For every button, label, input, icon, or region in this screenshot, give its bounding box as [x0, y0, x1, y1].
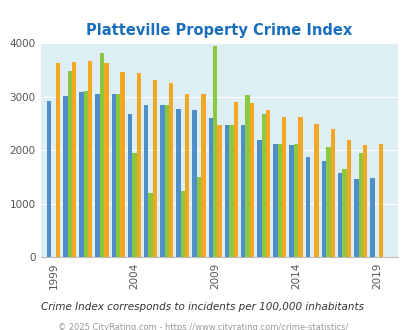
Bar [152, 81, 157, 257]
Bar [144, 105, 148, 257]
Bar [148, 193, 152, 257]
Bar [83, 91, 88, 257]
Bar [337, 173, 341, 257]
Bar [261, 114, 265, 257]
Text: Crime Index corresponds to incidents per 100,000 inhabitants: Crime Index corresponds to incidents per… [41, 302, 364, 312]
Bar [378, 144, 382, 257]
Bar [136, 73, 141, 257]
Bar [168, 83, 173, 257]
Bar [213, 46, 217, 257]
Bar [47, 101, 51, 257]
Bar [128, 114, 132, 257]
Text: © 2025 CityRating.com - https://www.cityrating.com/crime-statistics/: © 2025 CityRating.com - https://www.city… [58, 323, 347, 330]
Bar [233, 102, 237, 257]
Bar [196, 177, 201, 257]
Bar [245, 95, 249, 257]
Bar [185, 94, 189, 257]
Bar [160, 105, 164, 257]
Bar [321, 161, 325, 257]
Bar [228, 125, 233, 257]
Bar [330, 129, 334, 257]
Bar [281, 117, 286, 257]
Bar [241, 125, 245, 257]
Bar [116, 94, 120, 257]
Bar [208, 118, 213, 257]
Bar [362, 145, 367, 257]
Bar [176, 109, 180, 257]
Bar [79, 92, 83, 257]
Bar [55, 63, 60, 257]
Bar [298, 117, 302, 257]
Legend: Platteville, Wisconsin, National: Platteville, Wisconsin, National [81, 328, 357, 330]
Bar [120, 72, 124, 257]
Bar [273, 144, 277, 257]
Bar [358, 153, 362, 257]
Bar [265, 110, 270, 257]
Bar [305, 157, 309, 257]
Bar [313, 124, 318, 257]
Bar [88, 61, 92, 257]
Bar [104, 63, 108, 257]
Bar [63, 96, 67, 257]
Bar [72, 62, 76, 257]
Bar [67, 71, 72, 257]
Bar [249, 104, 254, 257]
Bar [192, 110, 196, 257]
Bar [180, 191, 185, 257]
Bar [95, 94, 100, 257]
Bar [353, 179, 358, 257]
Bar [111, 94, 116, 257]
Bar [201, 94, 205, 257]
Bar [346, 140, 350, 257]
Bar [224, 125, 228, 257]
Bar [341, 170, 346, 257]
Title: Platteville Property Crime Index: Platteville Property Crime Index [86, 22, 352, 38]
Bar [369, 178, 374, 257]
Bar [293, 144, 298, 257]
Bar [277, 144, 281, 257]
Bar [289, 145, 293, 257]
Bar [132, 153, 136, 257]
Bar [325, 147, 330, 257]
Bar [164, 105, 168, 257]
Bar [100, 52, 104, 257]
Bar [256, 140, 261, 257]
Bar [217, 125, 221, 257]
